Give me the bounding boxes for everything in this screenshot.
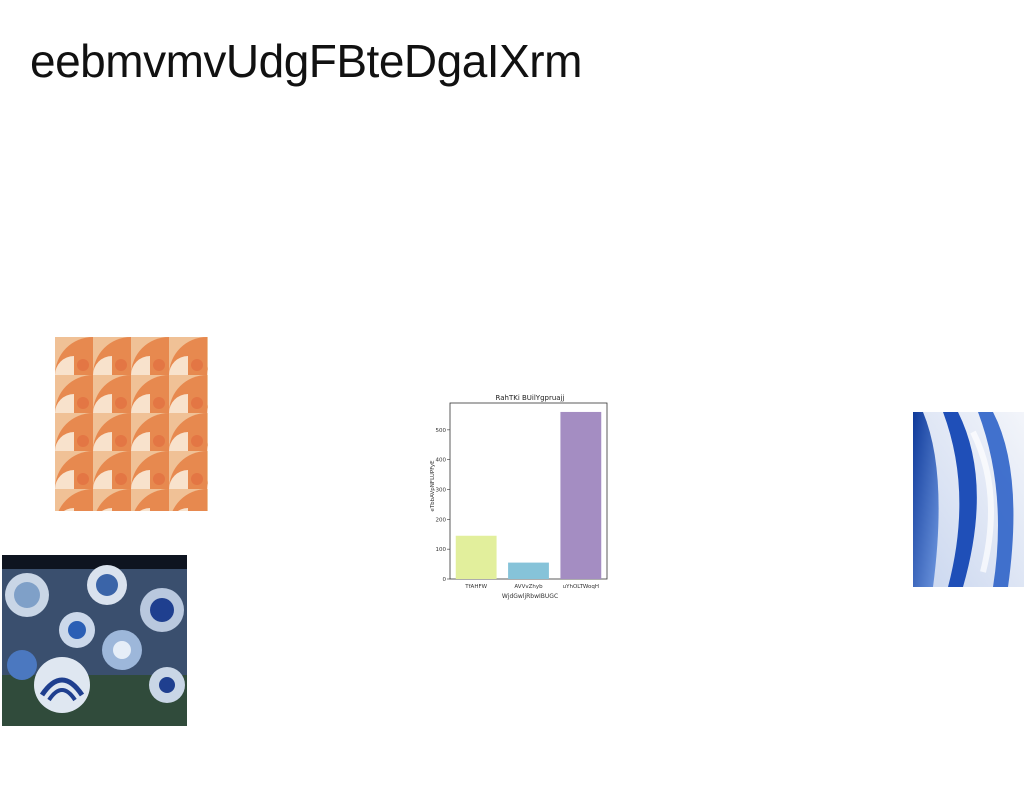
chart-title: RahTKi BUilYgpruajj xyxy=(496,394,565,402)
bar-chart-svg: RahTKi BUilYgpruajj eTbbAVpNFLUPFyE WjdG… xyxy=(430,394,608,600)
x-tick-label: AVVvZhyb xyxy=(514,584,543,590)
chart-y-axis-label: eTbbAVpNFLUPFyE xyxy=(430,460,436,512)
slide-title: eebmvmvUdgFBteDgaIXrm xyxy=(30,35,582,87)
y-tick-label: 400 xyxy=(436,458,447,464)
y-tick-label: 300 xyxy=(436,488,447,494)
waves-svg xyxy=(913,412,1024,587)
bar-TfAHFW xyxy=(455,535,497,579)
y-tick-label: 200 xyxy=(436,517,447,523)
bar-uYhOLTWoqH xyxy=(560,411,602,579)
blue-waves-image xyxy=(913,412,1024,587)
pattern-svg xyxy=(55,337,208,511)
bar-AVVvZhyb xyxy=(508,562,549,579)
bar-chart: RahTKi BUilYgpruajj eTbbAVpNFLUPFyE WjdG… xyxy=(420,386,615,604)
y-tick-label: 0 xyxy=(443,577,447,583)
x-tick-label: TfAHFW xyxy=(464,584,487,590)
blue-tableware-image xyxy=(2,555,187,726)
y-tick-label: 500 xyxy=(436,428,447,434)
x-tick-label: uYhOLTWoqH xyxy=(563,584,599,590)
geometric-pattern-image xyxy=(55,337,208,511)
chart-x-axis-label: WjdGwljRbwIBUGC xyxy=(502,593,558,600)
tableware-svg xyxy=(2,555,187,726)
y-tick-label: 100 xyxy=(436,547,447,553)
